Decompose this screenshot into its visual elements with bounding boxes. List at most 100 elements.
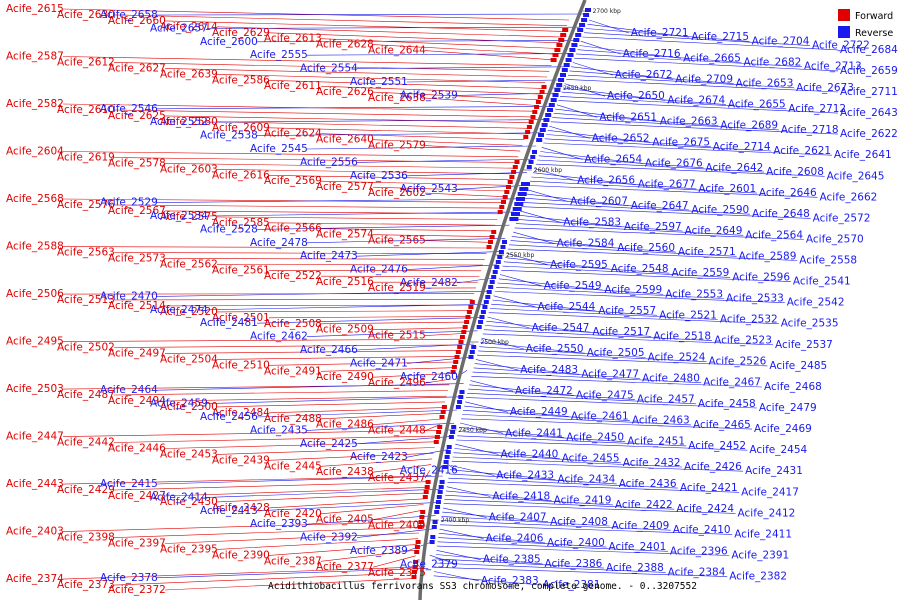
reverse-gene-label: Acife_2378 bbox=[100, 572, 158, 584]
reverse-gene-label: Acife_2388 bbox=[606, 562, 664, 574]
reverse-gene-label: Acife_2401 bbox=[609, 541, 667, 553]
reverse-gene-block bbox=[516, 197, 525, 201]
reverse-gene-label: Acife_2715 bbox=[691, 31, 749, 43]
forward-gene-label: Acife_2604 bbox=[6, 146, 64, 158]
reverse-gene-label: Acife_2543 bbox=[400, 183, 458, 195]
reverse-leader-line bbox=[532, 172, 636, 185]
forward-leader-line bbox=[113, 62, 550, 72]
forward-leader-line bbox=[424, 145, 521, 152]
forward-gene-block bbox=[417, 525, 423, 529]
forward-gene-label: Acife_2626 bbox=[316, 86, 374, 98]
forward-leader-line bbox=[113, 204, 502, 209]
reverse-gene-label: Acife_2422 bbox=[615, 499, 673, 511]
reverse-leader-line bbox=[502, 265, 731, 278]
reverse-gene-label: Acife_2648 bbox=[752, 208, 810, 220]
forward-gene-label: Acife_2509 bbox=[316, 324, 374, 336]
reverse-leader-line bbox=[585, 28, 750, 42]
reverse-gene-label: Acife_2455 bbox=[562, 453, 620, 465]
reverse-leader-line bbox=[436, 545, 730, 556]
forward-gene-block bbox=[465, 315, 471, 319]
reverse-gene-block bbox=[494, 265, 500, 269]
reverse-leader-line bbox=[437, 541, 668, 552]
forward-gene-label: Acife_2448 bbox=[368, 425, 426, 437]
reverse-gene-label: Acife_2677 bbox=[638, 179, 696, 191]
reverse-leader-line bbox=[563, 87, 666, 101]
reverse-leader-line bbox=[481, 337, 524, 350]
reverse-gene-label: Acife_2713 bbox=[804, 61, 862, 73]
reverse-gene-label: Acife_2537 bbox=[775, 339, 833, 351]
reverse-leader-line bbox=[529, 180, 757, 194]
reverse-gene-label: Acife_2379 bbox=[400, 558, 458, 570]
forward-leader-line bbox=[113, 572, 414, 586]
forward-leader-line bbox=[320, 321, 467, 325]
reverse-gene-block bbox=[581, 18, 588, 22]
forward-gene-label: Acife_2639 bbox=[160, 68, 218, 80]
reverse-gene-label: Acife_2596 bbox=[732, 271, 790, 283]
reverse-gene-label: Acife_2595 bbox=[550, 259, 608, 271]
reverse-gene-label: Acife_2570 bbox=[806, 234, 864, 246]
reverse-gene-block bbox=[434, 510, 440, 514]
reverse-leader-line bbox=[569, 70, 734, 84]
forward-leader-line bbox=[113, 344, 460, 348]
forward-leader-line bbox=[62, 430, 439, 437]
reverse-gene-block bbox=[498, 250, 504, 254]
forward-leader-line bbox=[164, 304, 471, 307]
reverse-gene-label: Acife_2464 bbox=[100, 384, 158, 396]
reverse-gene-block bbox=[432, 520, 438, 524]
reverse-gene-label: Acife_2597 bbox=[624, 221, 682, 233]
reverse-gene-block bbox=[502, 240, 507, 244]
reverse-leader-line bbox=[440, 524, 733, 535]
reverse-gene-block bbox=[495, 260, 501, 264]
reverse-leader-line bbox=[549, 125, 590, 139]
reverse-gene-label: Acife_2554 bbox=[300, 63, 358, 75]
forward-gene-label: Acife_2566 bbox=[264, 223, 322, 235]
reverse-leader-line bbox=[449, 473, 617, 485]
reverse-leader-line bbox=[156, 198, 519, 203]
reverse-gene-label: Acife_2466 bbox=[300, 344, 358, 356]
forward-gene-label: Acife_2522 bbox=[264, 270, 322, 282]
reverse-gene-label: Acife_2413 bbox=[200, 505, 258, 517]
forward-gene-label: Acife_2372 bbox=[108, 584, 166, 596]
forward-leader-line bbox=[372, 464, 432, 473]
reverse-leader-line bbox=[464, 405, 569, 417]
forward-gene-block bbox=[509, 175, 515, 179]
forward-leader-line bbox=[268, 544, 418, 556]
forward-leader-line bbox=[62, 475, 429, 485]
reverse-leader-line bbox=[488, 312, 779, 324]
forward-gene-label: Acife_2629 bbox=[212, 27, 270, 39]
reverse-leader-line bbox=[571, 66, 674, 80]
reverse-leader-line bbox=[503, 261, 670, 274]
reverse-leader-line bbox=[550, 121, 839, 135]
reverse-gene-label: Acife_2406 bbox=[486, 533, 544, 545]
reverse-gene-block bbox=[521, 182, 530, 186]
reverse-leader-line bbox=[461, 418, 753, 430]
reverse-gene-label: Acife_2535 bbox=[781, 318, 839, 330]
reverse-gene-label: Acife_2412 bbox=[738, 507, 796, 519]
forward-gene-block bbox=[554, 48, 561, 52]
reverse-leader-line bbox=[429, 554, 458, 565]
reverse-leader-line bbox=[460, 422, 504, 434]
reverse-gene-label: Acife_2714 bbox=[713, 141, 771, 153]
forward-leader-line bbox=[216, 401, 446, 408]
reverse-leader-line bbox=[449, 469, 556, 480]
forward-gene-label: Acife_2496 bbox=[368, 377, 426, 389]
reverse-gene-label: Acife_2556 bbox=[300, 156, 358, 168]
forward-gene-block bbox=[552, 53, 559, 57]
tick-label: 2500 kbp bbox=[481, 339, 509, 346]
reverse-gene-label: Acife_2474 bbox=[150, 304, 208, 316]
forward-gene-label: Acife_2585 bbox=[212, 217, 270, 229]
reverse-gene-label: Acife_2655 bbox=[728, 99, 786, 111]
reverse-gene-label: Acife_2416 bbox=[400, 465, 458, 477]
reverse-leader-line bbox=[451, 460, 744, 472]
forward-gene-block bbox=[451, 365, 457, 369]
reverse-gene-block bbox=[500, 245, 506, 249]
reverse-leader-line bbox=[456, 92, 556, 96]
forward-gene-label: Acife_2390 bbox=[212, 549, 270, 561]
forward-leader-line bbox=[62, 338, 462, 342]
forward-gene-block bbox=[423, 490, 429, 494]
reverse-gene-label: Acife_2590 bbox=[691, 204, 749, 216]
reverse-gene-block bbox=[517, 192, 527, 196]
forward-gene-label: Acife_2502 bbox=[57, 342, 115, 354]
forward-gene-label: Acife_2568 bbox=[6, 193, 64, 205]
reverse-gene-label: Acife_2533 bbox=[726, 293, 784, 305]
